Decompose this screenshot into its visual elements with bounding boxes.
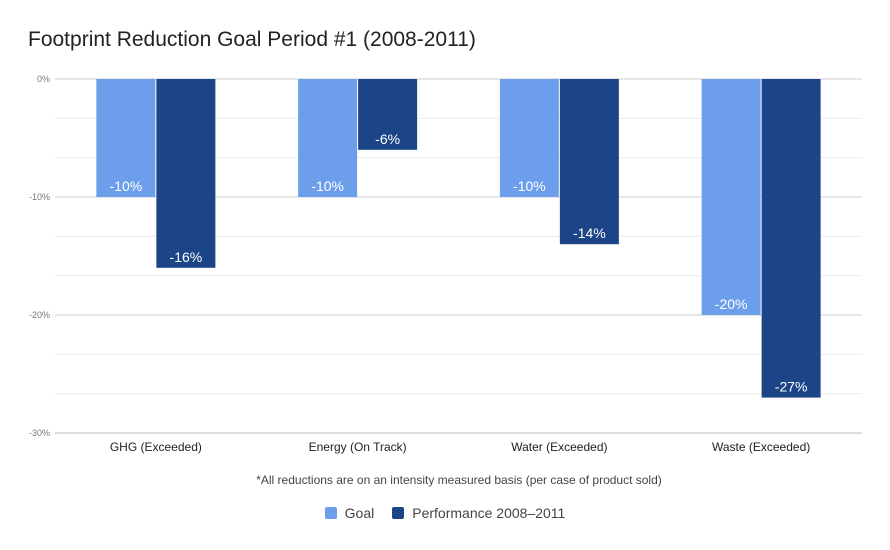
chart-title: Footprint Reduction Goal Period #1 (2008… — [28, 28, 476, 51]
legend-label: Goal — [344, 505, 375, 521]
data-label: -10% — [513, 178, 546, 194]
bar — [156, 79, 216, 268]
x-tick-label: Water (Exceeded) — [511, 440, 607, 454]
data-label: -10% — [311, 178, 344, 194]
bar — [761, 79, 821, 398]
x-axis-label: *All reductions are on an intensity meas… — [256, 473, 662, 487]
legend-label: Performance 2008–2011 — [412, 505, 566, 521]
bar — [559, 79, 619, 245]
data-label: -16% — [170, 249, 203, 265]
data-label: -10% — [110, 178, 143, 194]
data-label: -6% — [375, 131, 400, 147]
chart-legend: Goal Performance 2008–2011 — [0, 505, 890, 521]
data-label: -20% — [715, 296, 748, 312]
y-tick-label: 0% — [37, 74, 50, 84]
x-tick-label: Waste (Exceeded) — [712, 440, 810, 454]
y-tick-label: -20% — [29, 310, 50, 320]
bar — [701, 79, 761, 315]
legend-swatch — [392, 507, 405, 519]
y-tick-label: -30% — [29, 428, 50, 438]
legend-swatch — [324, 507, 337, 519]
bar — [96, 79, 156, 197]
bar — [358, 79, 418, 150]
legend-item: Performance 2008–2011 — [392, 505, 565, 521]
bar — [298, 79, 358, 197]
y-tick-label: -10% — [29, 192, 50, 202]
x-tick-label: Energy (On Track) — [309, 440, 407, 454]
x-tick-label: GHG (Exceeded) — [110, 440, 202, 454]
data-label: -27% — [775, 379, 808, 395]
legend-item: Goal — [324, 505, 375, 521]
data-label: -14% — [573, 225, 606, 241]
bar — [499, 79, 559, 197]
